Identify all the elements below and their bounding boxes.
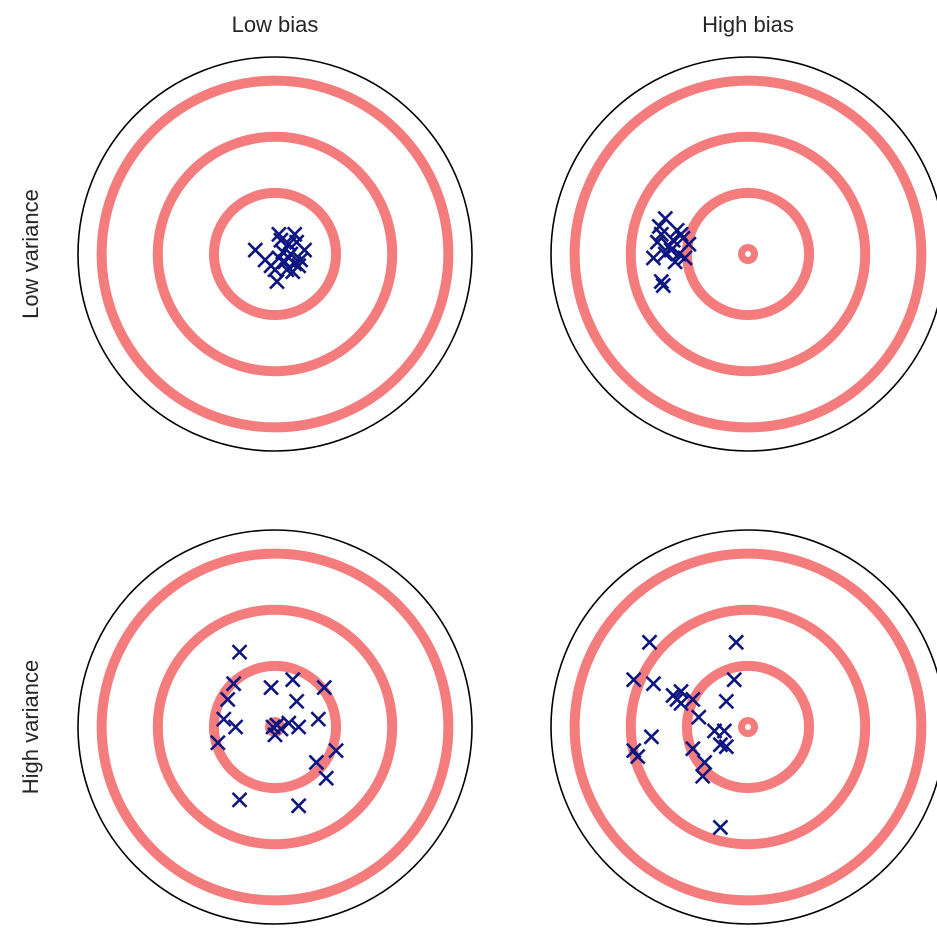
x-mark-icon [643, 728, 660, 745]
bullseye-center [745, 251, 751, 257]
target-panel [77, 529, 473, 925]
target-ring [96, 75, 454, 433]
x-mark-icon [316, 679, 333, 696]
x-mark-icon [308, 754, 325, 771]
target-panels [77, 56, 937, 925]
target-ring [152, 604, 398, 850]
target-ring [681, 660, 815, 794]
x-mark-icon [227, 719, 244, 735]
x-mark-icon [718, 738, 735, 755]
target-ring [208, 187, 342, 321]
x-mark-icon [231, 644, 248, 661]
column-title-low-bias: Low bias [232, 12, 319, 37]
x-mark-icon [684, 691, 701, 708]
x-mark-icon [653, 273, 670, 290]
x-mark-icon [274, 244, 291, 260]
x-mark-icon [649, 234, 666, 251]
target-ring [569, 75, 927, 433]
x-mark-icon [673, 695, 689, 712]
target-ring [208, 660, 342, 794]
x-mark-icon [328, 742, 344, 759]
x-mark-icon [641, 634, 658, 651]
x-mark-icon [625, 671, 642, 688]
row-title-low-variance: Low variance [18, 189, 43, 319]
x-mark-icon [290, 797, 307, 814]
x-mark-icon [657, 210, 674, 227]
target-panel [550, 529, 937, 925]
x-mark-icon [263, 679, 279, 696]
target-panel [550, 56, 937, 452]
x-mark-icon [663, 242, 680, 258]
x-mark-icon [209, 734, 226, 751]
x-mark-icon [272, 721, 289, 737]
x-mark-icon [651, 218, 668, 235]
x-mark-icon [655, 277, 672, 294]
x-mark-icon [288, 234, 305, 251]
x-mark-icon [718, 693, 735, 710]
x-mark-icon [292, 251, 309, 268]
x-mark-icon [661, 238, 678, 255]
bullseye-center [745, 724, 751, 730]
x-mark-icon [318, 770, 335, 787]
x-mark-icon [716, 723, 733, 739]
target-ring [681, 187, 815, 321]
column-title-high-bias: High bias [702, 12, 794, 37]
x-mark-icon [284, 263, 301, 280]
x-mark-icon [269, 273, 285, 290]
x-mark-icon [696, 754, 713, 771]
target-ring [625, 604, 871, 850]
target-panel [77, 56, 473, 452]
x-mark-icon [645, 250, 662, 266]
x-mark-icon [684, 740, 701, 757]
x-mark-icon [310, 711, 327, 728]
x-mark-icon [728, 634, 745, 651]
x-mark-icon [673, 226, 689, 243]
x-mark-icon [673, 683, 689, 700]
x-mark-icon [284, 671, 301, 688]
x-mark-icon [712, 819, 729, 836]
x-mark-icon [726, 671, 743, 688]
x-mark-icon [694, 768, 711, 785]
target-ring [569, 548, 927, 906]
x-mark-icon [288, 693, 305, 710]
x-mark-icon [215, 711, 232, 728]
target-ring [152, 131, 398, 377]
target-ring [96, 548, 454, 906]
x-mark-icon [667, 253, 684, 270]
row-title-high-variance: High variance [18, 660, 43, 795]
x-mark-icon [263, 257, 279, 274]
x-mark-icon [290, 719, 307, 735]
target-ring [625, 131, 871, 377]
x-mark-icon [231, 791, 248, 808]
x-mark-icon [677, 250, 693, 266]
x-mark-icon [629, 748, 646, 765]
x-mark-icon [690, 709, 707, 726]
x-mark-icon [645, 675, 662, 692]
x-mark-icon [225, 675, 242, 692]
x-mark-icon [219, 691, 236, 708]
